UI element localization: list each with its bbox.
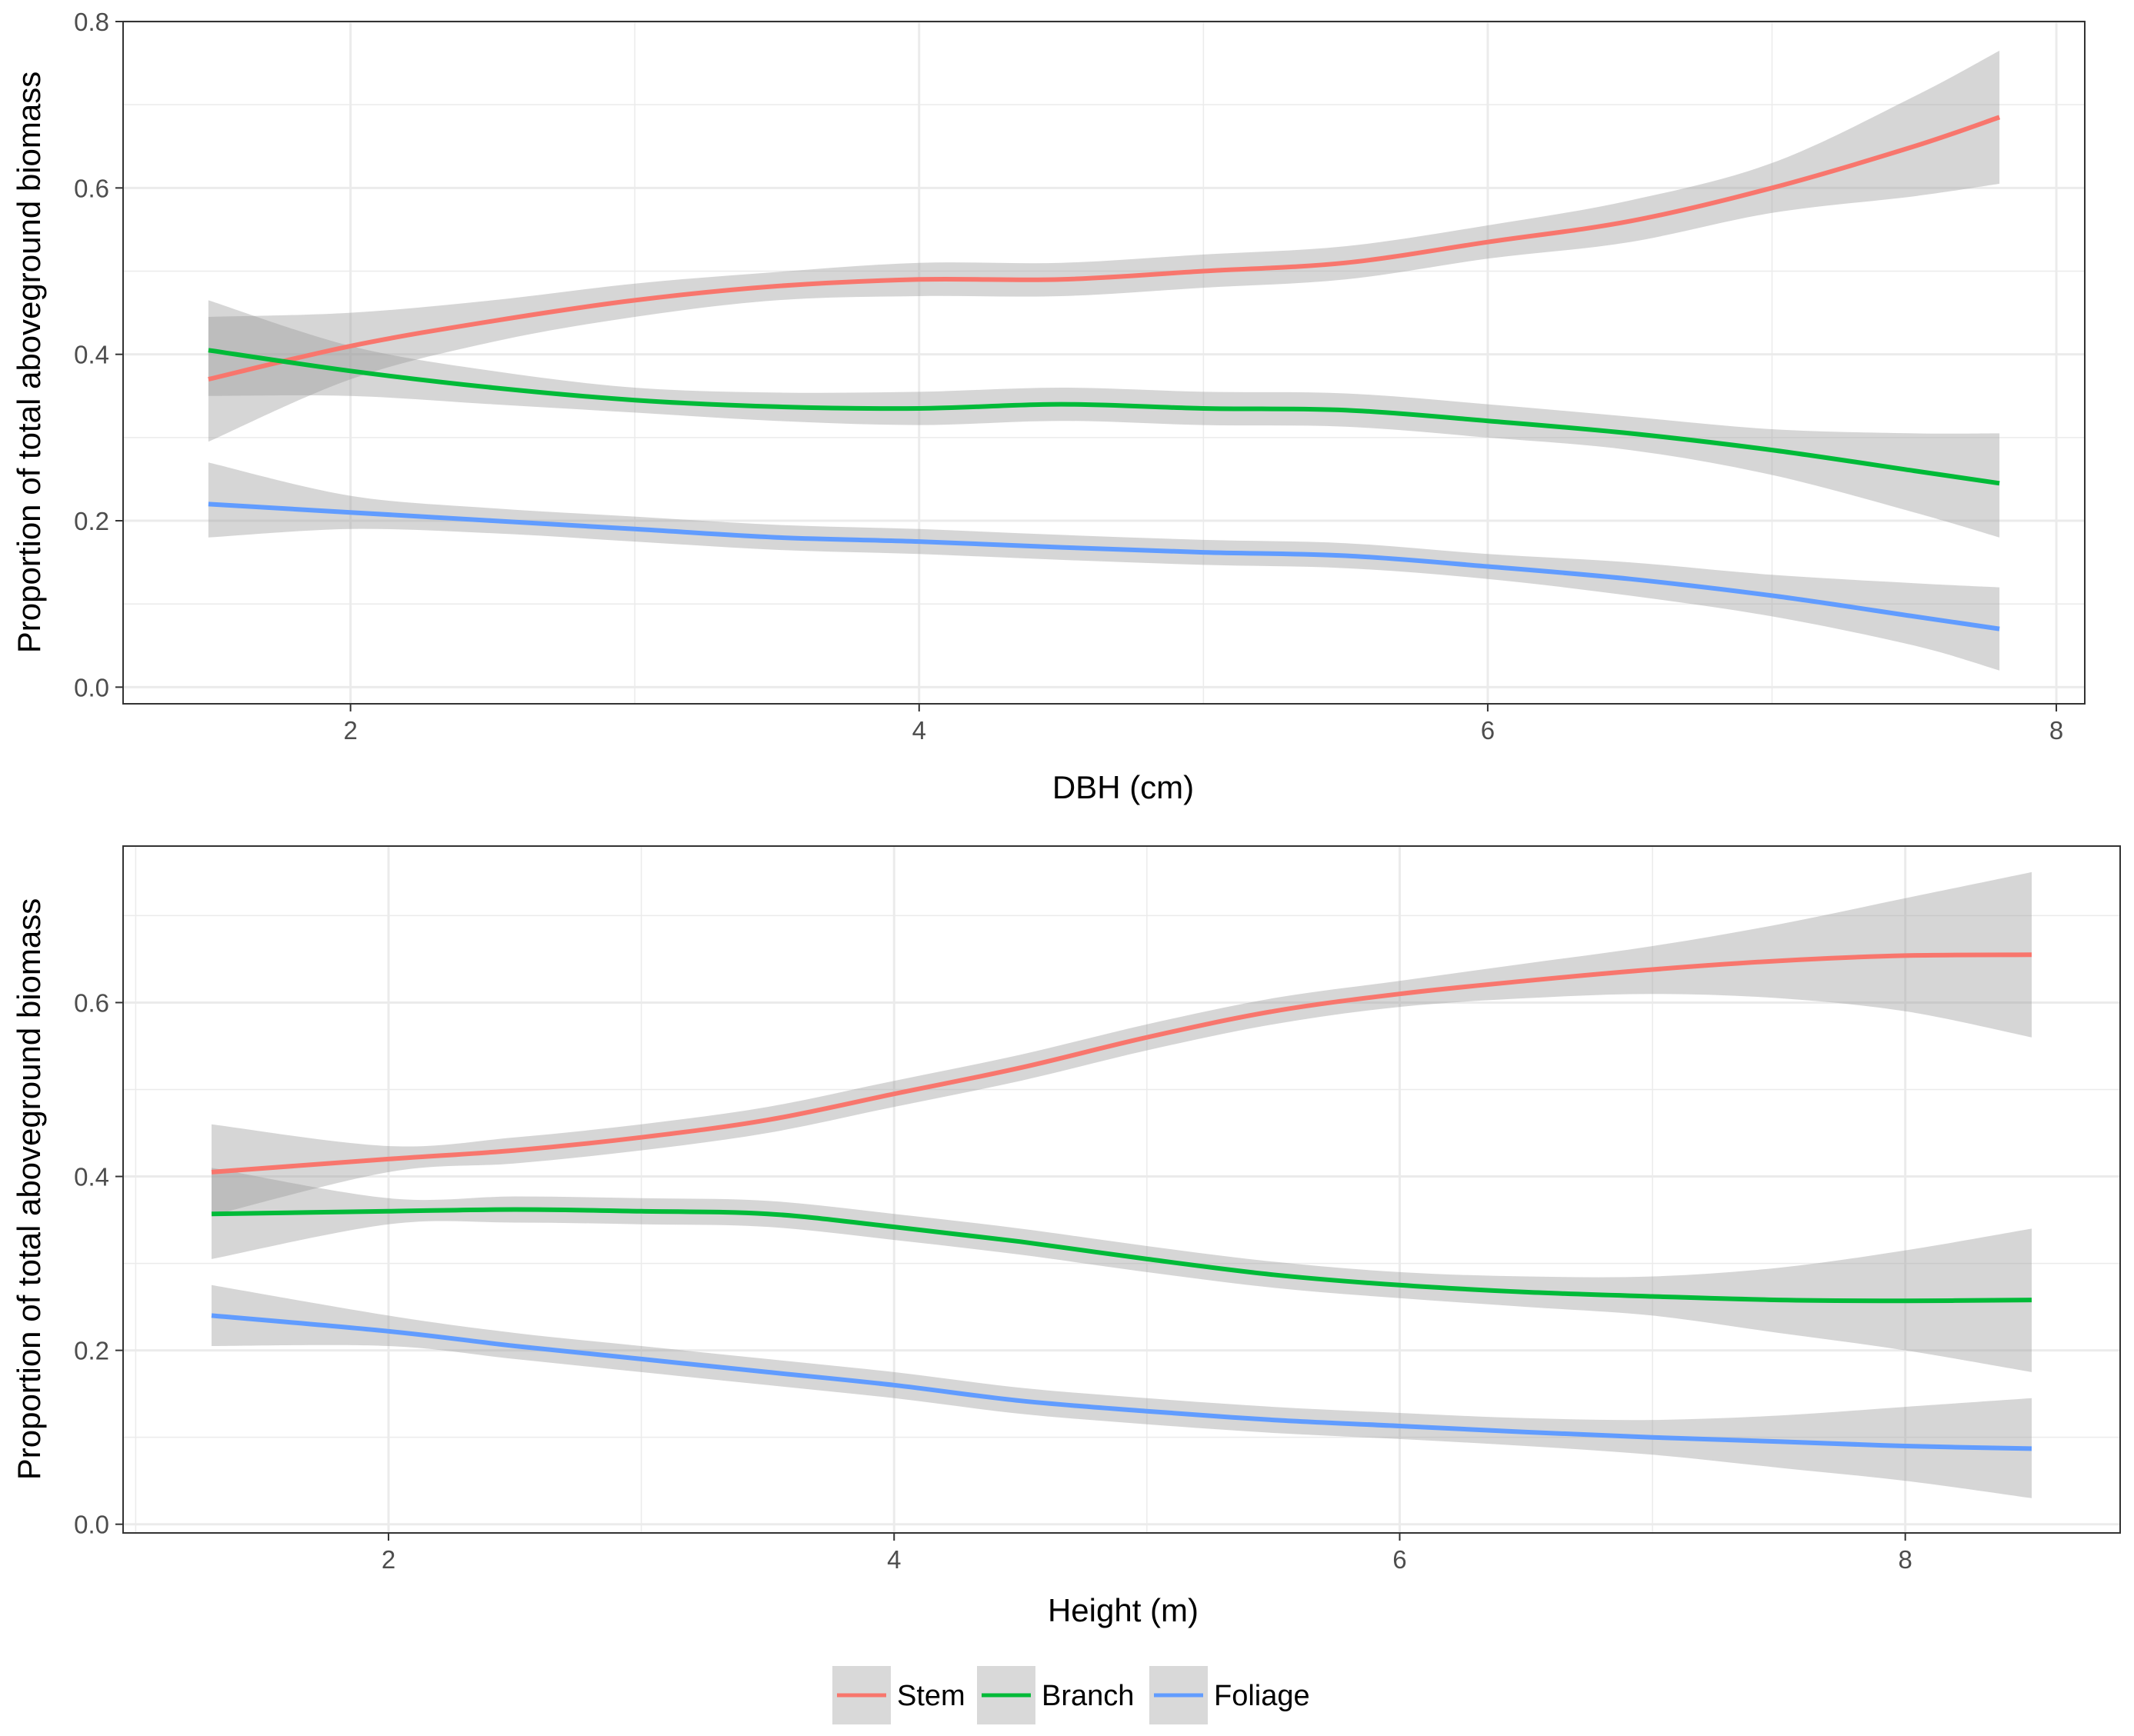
height-series-lines: [211, 952, 2032, 1451]
height-axis-ticks: 2 4 6 8 0.0 0.2 0.4 0.6: [74, 988, 1912, 1574]
dbh-y-axis-title: Proportion of total aboveground biomass: [11, 72, 47, 653]
height-x-tick-label: 4: [887, 1545, 901, 1574]
dbh-ribbon-foliage: [208, 462, 2000, 671]
dbh-series-lines: [208, 115, 2001, 631]
legend-label-stem: Stem: [897, 1680, 965, 1712]
height-ribbon-foliage: [212, 1285, 2032, 1498]
dbh-panel-border: [122, 21, 2086, 705]
legend-label-branch: Branch: [1042, 1680, 1134, 1712]
dbh-x-tick-label: 8: [2049, 716, 2063, 745]
dbh-ribbon-branch: [208, 300, 2000, 538]
dbh-line-branch: [208, 348, 2000, 486]
legend: Stem Branch Foliage: [832, 1666, 1310, 1724]
dbh-y-tick-label: 0.2: [74, 507, 109, 535]
legend-item-foliage: Foliage: [1149, 1666, 1310, 1724]
dbh-axis-ticks: 2 4 6 8 0.0 0.2 0.4 0.6 0.8: [74, 8, 2063, 745]
height-panel: 2 4 6 8 0.0 0.2 0.4 0.6 Height (m) Proportion o…: [11, 845, 2121, 1628]
dbh-confidence-ribbons: [208, 50, 2000, 671]
height-y-tick-label: 0.4: [74, 1163, 109, 1191]
dbh-x-tick-label: 4: [912, 716, 926, 745]
dbh-line-stem: [208, 115, 2001, 382]
legend-item-branch: Branch: [977, 1666, 1134, 1724]
legend-label-foliage: Foliage: [1214, 1680, 1310, 1712]
dbh-y-tick-label: 0.6: [74, 174, 109, 202]
height-panel-border: [122, 845, 2121, 1534]
height-line-foliage: [211, 1313, 2032, 1451]
height-x-tick-label: 2: [382, 1545, 395, 1574]
height-x-tick-label: 8: [1899, 1545, 1912, 1574]
height-gridlines: [123, 846, 2120, 1533]
height-y-tick-label: 0.6: [74, 988, 109, 1017]
dbh-panel-background: [123, 22, 2085, 704]
height-y-axis-title: Proportion of total aboveground biomass: [11, 898, 47, 1480]
dbh-y-tick-label: 0.8: [74, 8, 109, 36]
dbh-line-foliage: [208, 501, 2000, 631]
height-y-tick-label: 0.0: [74, 1511, 109, 1539]
dbh-x-axis-title: DBH (cm): [1052, 769, 1194, 805]
dbh-y-tick-label: 0.4: [74, 341, 109, 369]
dbh-x-tick-label: 6: [1481, 716, 1495, 745]
dbh-panel: 2 4 6 8 0.0 0.2 0.4 0.6 0.8 DBH (cm) Proportion …: [11, 8, 2086, 805]
dbh-x-tick-label: 2: [343, 716, 357, 745]
dbh-y-tick-label: 0.0: [74, 673, 109, 701]
height-x-axis-title: Height (m): [1048, 1592, 1199, 1628]
height-ribbon-branch: [212, 1168, 2032, 1372]
height-line-stem: [211, 952, 2032, 1175]
height-y-tick-label: 0.2: [74, 1337, 109, 1365]
legend-item-stem: Stem: [832, 1666, 965, 1724]
height-line-branch: [211, 1207, 2032, 1304]
height-x-tick-label: 6: [1392, 1545, 1406, 1574]
